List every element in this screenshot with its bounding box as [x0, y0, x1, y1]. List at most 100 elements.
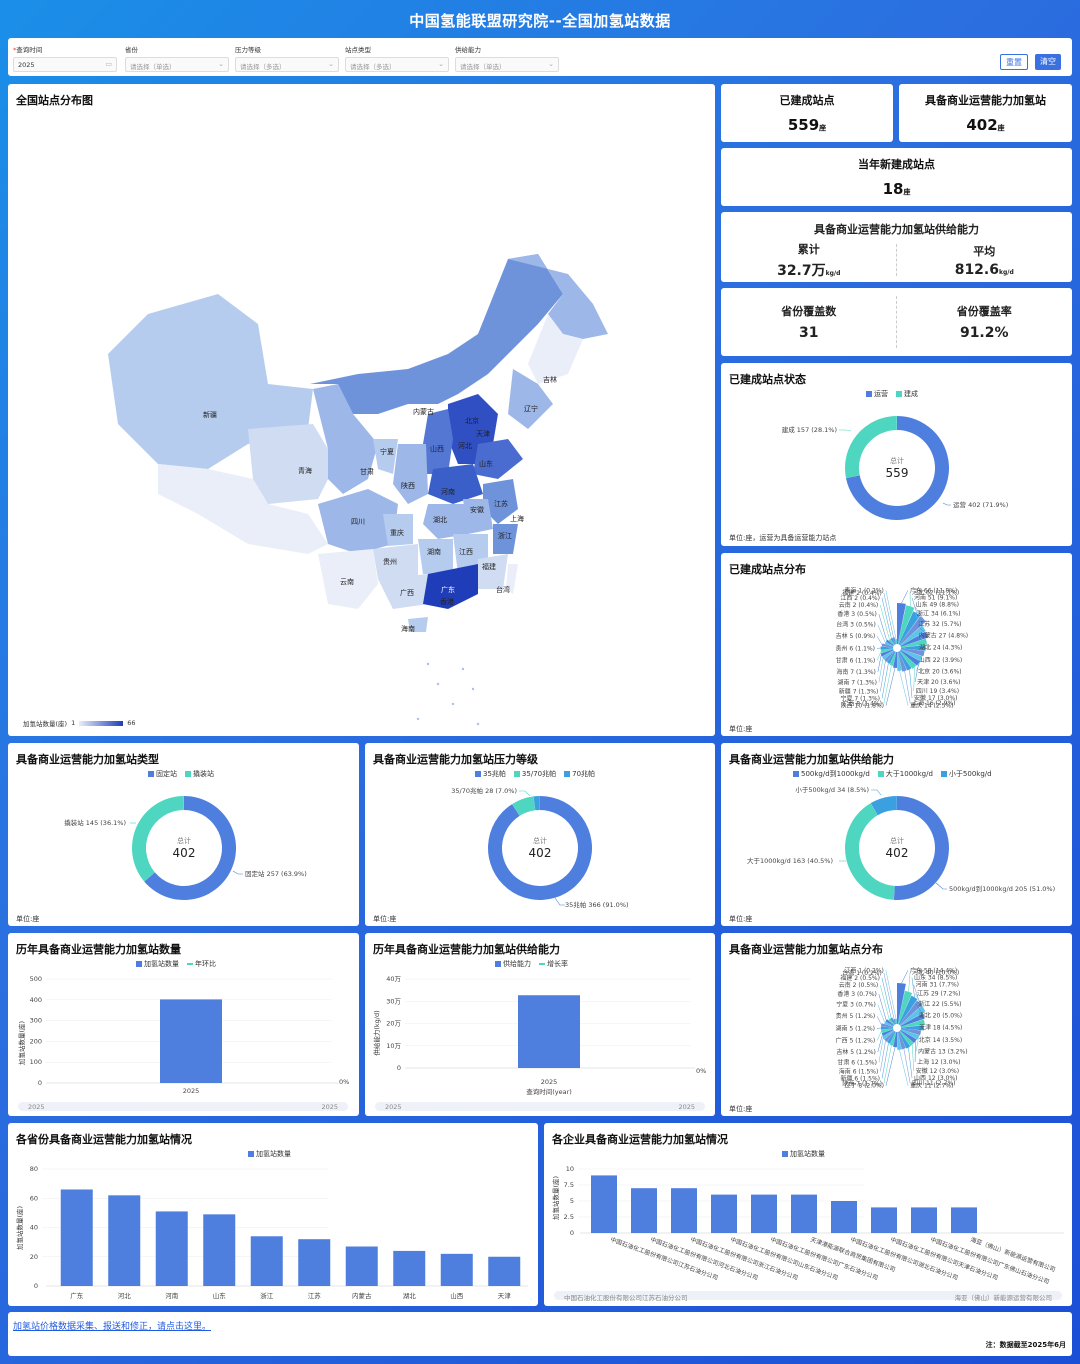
donut-slice[interactable]: [512, 796, 536, 816]
legend-item[interactable]: 加氢站数量: [782, 1149, 825, 1159]
rose-slice[interactable]: [898, 995, 918, 1025]
bar[interactable]: [440, 1253, 473, 1286]
bar[interactable]: [591, 1175, 617, 1233]
legend-item[interactable]: 加氢站数量: [248, 1149, 291, 1159]
rose-slice[interactable]: [895, 1018, 897, 1025]
rose-slice[interactable]: [881, 1029, 894, 1037]
province-select[interactable]: 请选择（单选） ⌄: [125, 57, 229, 72]
china-map[interactable]: 新疆 青海 甘肃 宁夏 内蒙古 北京 天津 河北 山西 山东 辽宁 吉林 陕西 …: [8, 84, 715, 736]
bar[interactable]: [711, 1194, 737, 1233]
rose-slice[interactable]: [899, 650, 917, 669]
yearly-supply-chart[interactable]: 供给能力(kg/d) 40万 30万 20万 10万 0 2025 查询时间(year)…: [365, 933, 715, 1116]
rose-slice[interactable]: [881, 643, 894, 648]
status-donut[interactable]: 总计 559 建成 157 (28.1%) 运营 402 (71.9%): [721, 363, 1072, 546]
bar[interactable]: [831, 1201, 857, 1233]
range-slider[interactable]: 2025 2025: [375, 1102, 705, 1111]
legend-item[interactable]: 加氢站数量: [136, 959, 179, 969]
rose-slice[interactable]: [900, 631, 928, 647]
legend-item[interactable]: 小于500kg/d: [940, 769, 992, 779]
rose-slice[interactable]: [881, 1023, 894, 1028]
rose-slice[interactable]: [897, 603, 906, 645]
bar[interactable]: [871, 1207, 897, 1233]
rose-slice[interactable]: [892, 637, 897, 645]
donut-slice[interactable]: [132, 796, 184, 882]
province-bar-chart[interactable]: 加氢站数量(座) 80 60 40 20 0 广东 河北 河南 山东 浙江 江苏 内蒙古 湖北 山西 天津: [8, 1123, 538, 1306]
donut-slice[interactable]: [870, 796, 897, 816]
rose-slice[interactable]: [899, 1000, 923, 1026]
rose-slice[interactable]: [893, 1018, 897, 1025]
rose-slice[interactable]: [899, 1030, 914, 1047]
rose-slice[interactable]: [890, 637, 896, 645]
rose-slice[interactable]: [900, 1019, 925, 1028]
donut-slice[interactable]: [893, 796, 949, 900]
bar[interactable]: [108, 1195, 141, 1286]
rose-slice[interactable]: [900, 1029, 920, 1040]
legend-item[interactable]: 供给能力: [495, 959, 531, 969]
rose-slice[interactable]: [898, 1031, 911, 1049]
bar[interactable]: [60, 1189, 93, 1286]
legend-item[interactable]: 运营: [866, 389, 888, 399]
rose-slice[interactable]: [880, 648, 894, 654]
legend-item[interactable]: 70兆帕: [564, 769, 595, 779]
commercial-distribution-rose[interactable]: 广东 58 (14.4%)河北 40 (10.0%)山东 34 (8.5%)河南…: [721, 933, 1072, 1116]
range-slider[interactable]: 2025 2025: [18, 1102, 348, 1111]
rose-slice[interactable]: [899, 625, 926, 646]
rose-slice[interactable]: [897, 1031, 906, 1050]
rose-slice[interactable]: [897, 651, 907, 672]
legend-item[interactable]: 增长率: [539, 959, 568, 969]
rose-slice[interactable]: [900, 644, 926, 651]
rose-slice[interactable]: [890, 1017, 896, 1025]
type-donut[interactable]: 总计 402 撬装站 145 (36.1%) 固定站 257 (63.9%): [8, 743, 359, 926]
bar[interactable]: [631, 1188, 657, 1233]
legend-item[interactable]: 固定站: [148, 769, 177, 779]
rose-slice[interactable]: [888, 639, 895, 646]
rose-slice[interactable]: [900, 649, 923, 662]
rose-slice[interactable]: [885, 639, 894, 646]
rose-slice[interactable]: [897, 983, 906, 1025]
capacity-donut[interactable]: 总计 402 小于500kg/d 34 (8.5%) 大于1000kg/d 16…: [721, 743, 1072, 926]
rose-slice[interactable]: [882, 650, 895, 660]
rose-slice[interactable]: [888, 1018, 895, 1026]
rose-slice[interactable]: [889, 1031, 897, 1046]
rose-slice[interactable]: [880, 649, 894, 657]
station-type-select[interactable]: 请选择（多选） ⌄: [345, 57, 449, 72]
rose-slice[interactable]: [886, 651, 896, 664]
pressure-donut[interactable]: 总计 402 35/70兆帕 28 (7.0%) 35兆帕 366 (91.0%…: [365, 743, 715, 926]
reset-button[interactable]: 重置: [1000, 54, 1028, 70]
capacity-select[interactable]: 请选择（单选） ⌄: [455, 57, 559, 72]
rose-slice[interactable]: [884, 1030, 895, 1042]
rose-slice[interactable]: [884, 641, 894, 647]
rose-slice[interactable]: [889, 651, 897, 666]
bar[interactable]: [345, 1246, 378, 1286]
query-time-input[interactable]: 2025 ▭: [13, 57, 117, 72]
pressure-select[interactable]: 请选择（多选） ⌄: [235, 57, 339, 72]
legend-item[interactable]: 35/70兆帕: [513, 769, 556, 779]
company-bar-chart[interactable]: 加氢站数量(座) 10 7.5 5 2.5 0 中国石油化工股份有限公司江苏石油分公司中…: [544, 1123, 1072, 1306]
bar[interactable]: [951, 1207, 977, 1233]
rose-slice[interactable]: [900, 648, 925, 657]
bar[interactable]: [250, 1236, 283, 1286]
rose-slice[interactable]: [900, 1028, 922, 1036]
rose-slice[interactable]: [884, 1021, 894, 1027]
bar[interactable]: [488, 1256, 521, 1286]
legend-item[interactable]: 年环比: [187, 959, 216, 969]
bar[interactable]: [791, 1194, 817, 1233]
bar[interactable]: [671, 1188, 697, 1233]
bar[interactable]: [203, 1214, 236, 1286]
rose-slice[interactable]: [897, 605, 915, 645]
legend-item[interactable]: 建成: [896, 389, 918, 399]
rose-slice[interactable]: [900, 1025, 924, 1031]
rose-slice[interactable]: [897, 990, 913, 1025]
rose-slice[interactable]: [900, 1030, 917, 1043]
rose-slice[interactable]: [893, 651, 897, 668]
rose-slice[interactable]: [898, 651, 912, 671]
map-legend-gradient[interactable]: [79, 720, 124, 726]
rose-slice[interactable]: [887, 1031, 896, 1044]
legend-item[interactable]: 撬装站: [185, 769, 214, 779]
legend-item[interactable]: 大于1000kg/d: [877, 769, 933, 779]
rose-slice[interactable]: [893, 1031, 897, 1048]
range-slider[interactable]: 中国石油化工股份有限公司江苏石油分公司 海亚（佛山）新能源运营有限公司: [554, 1291, 1062, 1302]
rose-slice[interactable]: [900, 650, 921, 666]
donut-slice[interactable]: [144, 796, 236, 900]
rose-slice[interactable]: [880, 646, 894, 650]
